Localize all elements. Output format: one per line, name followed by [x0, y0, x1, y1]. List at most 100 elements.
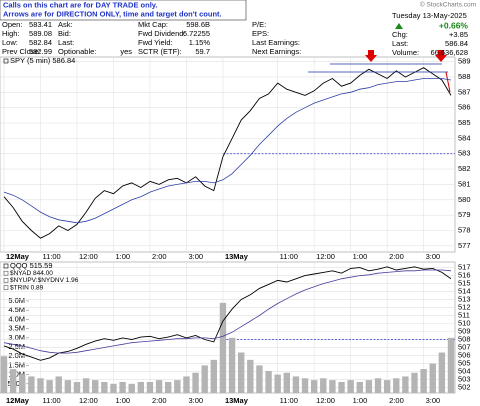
- notice-box: [0, 0, 247, 21]
- y-tick-label: 579: [458, 210, 471, 219]
- y-tick-label: 577: [458, 241, 471, 250]
- trend-annotation: [445, 71, 451, 93]
- x-tick-label: 11:00: [280, 396, 298, 405]
- legend-entry: SPY (5 min) 586.84: [10, 56, 75, 65]
- quote-label: Volume:: [392, 48, 419, 57]
- volume-bar: [347, 380, 354, 393]
- x-tick-label: 12:00: [79, 396, 98, 405]
- field-label: Low:: [2, 38, 18, 47]
- y-tick-label: 4.5M: [8, 305, 25, 314]
- volume-bar: [411, 372, 418, 393]
- y-tick-label: 589: [458, 57, 471, 66]
- x-tick-label: 3:00: [188, 252, 203, 261]
- quote-value: 586.84: [445, 39, 468, 48]
- field-label: Fwd Dividend:: [138, 29, 186, 38]
- field-value: 582.84: [29, 38, 52, 47]
- down-arrow: [365, 50, 377, 62]
- volume-bar: [237, 352, 245, 393]
- y-tick-label: 581: [458, 179, 471, 188]
- volume-bar: [192, 372, 199, 393]
- y2-tick-label: 515: [458, 279, 471, 288]
- legend-entry: $NYUPV:$NYDNV 1.96: [10, 277, 79, 284]
- y-tick-label: 3.5M: [8, 324, 25, 333]
- y2-tick-label: 514: [458, 287, 471, 296]
- legend-entry: $NYAD 844.00: [10, 270, 53, 277]
- y2-tick-label: 510: [458, 318, 471, 327]
- y-tick-label: 5.0M: [8, 296, 25, 305]
- y2-tick-label: 511: [458, 311, 470, 320]
- field-label: Optionable:: [58, 47, 96, 56]
- price-panel: [0, 56, 456, 253]
- volume-bar: [201, 365, 208, 393]
- volume-bar: [110, 383, 117, 393]
- x-tick-label: 2:00: [389, 396, 404, 405]
- field-label: Bid:: [58, 29, 71, 38]
- field-value: 589.08: [29, 29, 52, 38]
- field-label: EPS:: [252, 29, 269, 38]
- field-label: Next Earnings:: [252, 47, 301, 56]
- y2-tick-label: 507: [458, 342, 471, 351]
- price-line: [3, 78, 452, 224]
- legend-swatch: [3, 58, 9, 64]
- x-tick-label: 12May: [6, 396, 30, 405]
- x-tick-label: 2:00: [389, 252, 404, 261]
- volume-bar: [365, 380, 373, 393]
- volume-bar: [137, 381, 145, 393]
- volume-bar: [447, 337, 455, 393]
- field-value: 598.6B: [186, 20, 210, 29]
- volume-bar: [101, 381, 108, 393]
- volume-bar: [92, 380, 99, 393]
- volume-bar: [9, 369, 17, 393]
- y-tick-label: 1.5M: [8, 360, 25, 369]
- volume-bar: [119, 381, 126, 393]
- y-tick-label: 584: [458, 133, 471, 142]
- y-tick-label: 3.0M: [8, 333, 25, 342]
- y2-tick-label: 508: [458, 334, 471, 343]
- field-value: 1.15%: [189, 38, 211, 47]
- volume-bar: [402, 376, 409, 393]
- volume-bar: [374, 378, 382, 393]
- x-tick-label: 11:00: [42, 252, 60, 261]
- volume-bar: [183, 376, 190, 393]
- x-tick-label: 1:00: [115, 252, 130, 261]
- price-line: [3, 266, 452, 361]
- volume-bar: [165, 381, 172, 393]
- volume-bar: [301, 378, 309, 393]
- volume-bar: [438, 352, 446, 393]
- field-value: 582.99: [29, 47, 52, 56]
- y-tick-label: 587: [458, 87, 471, 96]
- legend-entry: QQQ 515.59: [10, 261, 53, 270]
- field-label: Open:: [2, 20, 22, 29]
- y-tick-label: 585: [458, 118, 471, 127]
- x-tick-label: 3:00: [426, 396, 441, 405]
- change-pct: +0.66%: [439, 20, 469, 30]
- y2-tick-label: 506: [458, 350, 471, 359]
- x-tick-label: 2:00: [152, 396, 167, 405]
- volume-bar: [19, 374, 26, 393]
- volume-bar: [128, 383, 135, 393]
- volume-bar: [0, 356, 8, 393]
- y2-tick-label: 517: [458, 263, 471, 272]
- y2-tick-label: 505: [458, 358, 471, 367]
- x-tick-label: 12:00: [79, 252, 98, 261]
- field-label: Last:: [58, 38, 74, 47]
- volume-bar: [329, 380, 336, 393]
- volume-bar: [174, 380, 181, 393]
- volume-bar: [247, 359, 254, 393]
- field-label: Mkt Cap:: [138, 20, 168, 29]
- volume-bar: [228, 337, 236, 393]
- quote-value: +3.85: [449, 30, 468, 39]
- notice-text: Arrows are for DIRECTION ONLY, time and …: [3, 9, 222, 18]
- y2-tick-label: 516: [458, 271, 471, 280]
- volume-bar: [420, 369, 427, 393]
- volume-bar: [283, 372, 290, 393]
- volume-bar: [82, 378, 90, 393]
- y2-tick-label: 504: [458, 366, 471, 375]
- x-tick-label: 3:00: [426, 252, 441, 261]
- price-line: [3, 269, 452, 354]
- y-tick-label: 580: [458, 195, 471, 204]
- volume-bar: [210, 359, 218, 393]
- x-tick-label: 1:00: [115, 396, 130, 405]
- x-tick-label: 11:00: [280, 252, 298, 261]
